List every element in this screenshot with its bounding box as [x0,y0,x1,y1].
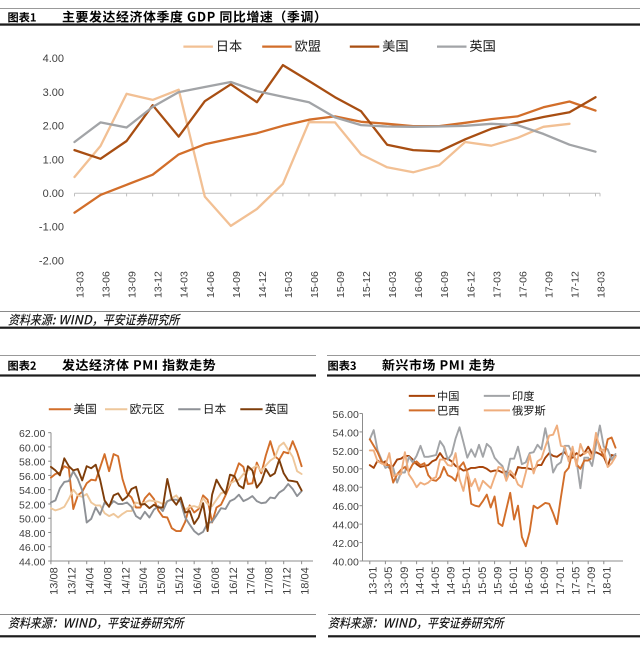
svg-text:16/04: 16/04 [192,567,204,595]
svg-text:13-09: 13-09 [127,271,139,298]
svg-text:13-06: 13-06 [101,271,113,298]
svg-text:16-09: 16-09 [439,271,451,298]
svg-text:60.00: 60.00 [19,442,45,454]
svg-text:15-03: 15-03 [283,271,295,298]
svg-text:18/04: 18/04 [299,567,311,595]
svg-text:50.00: 50.00 [333,464,359,476]
svg-text:14-12: 14-12 [257,271,269,298]
svg-text:17/12: 17/12 [282,567,294,595]
svg-text:14/04: 14/04 [85,567,97,595]
svg-text:54.00: 54.00 [333,427,359,439]
svg-text:15/12: 15/12 [174,567,186,595]
svg-text:54.00: 54.00 [19,485,45,497]
svg-text:52.00: 52.00 [19,499,45,511]
svg-text:15-09: 15-09 [335,271,347,298]
svg-text:17-09: 17-09 [543,271,555,298]
svg-text:4.00: 4.00 [43,53,64,65]
svg-text:16/12: 16/12 [228,567,240,595]
svg-text:18-03: 18-03 [596,271,608,298]
svg-text:2.00: 2.00 [43,121,64,133]
svg-text:15/08: 15/08 [156,567,168,595]
svg-text:17-05: 17-05 [570,567,582,595]
svg-text:17/08: 17/08 [264,567,276,595]
svg-text:58.00: 58.00 [19,457,45,469]
svg-text:42.00: 42.00 [333,538,359,550]
svg-text:18-01: 18-01 [602,567,614,595]
svg-text:15-01: 15-01 [461,567,473,595]
svg-text:13-05: 13-05 [383,567,395,595]
svg-text:-2.00: -2.00 [39,255,64,267]
svg-text:14/08: 14/08 [102,567,114,595]
svg-text:15-06: 15-06 [309,271,321,298]
svg-text:14-09: 14-09 [446,567,458,595]
svg-text:15-09: 15-09 [492,567,504,595]
svg-text:-1.00: -1.00 [39,222,64,234]
svg-text:13-12: 13-12 [153,271,165,298]
svg-text:13/12: 13/12 [67,567,79,595]
svg-text:44.00: 44.00 [333,520,359,532]
svg-text:16/08: 16/08 [210,567,222,595]
svg-text:3.00: 3.00 [43,87,64,99]
svg-text:16-01: 16-01 [508,567,520,595]
svg-text:40.00: 40.00 [333,556,359,568]
svg-text:56.00: 56.00 [333,409,359,421]
svg-text:62.00: 62.00 [19,428,45,440]
svg-text:17-06: 17-06 [517,271,529,298]
svg-text:16-05: 16-05 [524,567,536,595]
svg-text:14-09: 14-09 [231,271,243,298]
svg-text:17-03: 17-03 [491,271,503,298]
svg-text:15/04: 15/04 [138,567,150,595]
svg-text:13-03: 13-03 [75,271,87,298]
svg-text:17-12: 17-12 [569,271,581,298]
svg-text:13-01: 13-01 [368,567,380,595]
svg-text:16-03: 16-03 [387,271,399,298]
svg-text:46.00: 46.00 [19,542,45,554]
svg-text:46.00: 46.00 [333,501,359,513]
svg-text:15-05: 15-05 [477,567,489,595]
svg-text:44.00: 44.00 [19,556,45,568]
svg-text:17/04: 17/04 [246,567,258,595]
svg-text:52.00: 52.00 [333,446,359,458]
svg-text:0.00: 0.00 [43,188,64,200]
svg-text:13/08: 13/08 [49,567,61,595]
svg-text:50.00: 50.00 [19,514,45,526]
svg-text:48.00: 48.00 [19,528,45,540]
svg-text:56.00: 56.00 [19,471,45,483]
svg-text:15-12: 15-12 [361,271,373,298]
svg-text:13-09: 13-09 [399,567,411,595]
svg-text:14-01: 14-01 [414,567,426,595]
svg-text:16-06: 16-06 [413,271,425,298]
svg-text:17-01: 17-01 [555,567,567,595]
svg-text:48.00: 48.00 [333,483,359,495]
svg-text:16-12: 16-12 [465,271,477,298]
svg-text:14-06: 14-06 [205,271,217,298]
svg-text:17-09: 17-09 [586,567,598,595]
svg-text:14-03: 14-03 [179,271,191,298]
svg-text:16-09: 16-09 [539,567,551,595]
svg-text:14/12: 14/12 [120,567,132,595]
svg-text:14-05: 14-05 [430,567,442,595]
svg-text:1.00: 1.00 [43,154,64,166]
